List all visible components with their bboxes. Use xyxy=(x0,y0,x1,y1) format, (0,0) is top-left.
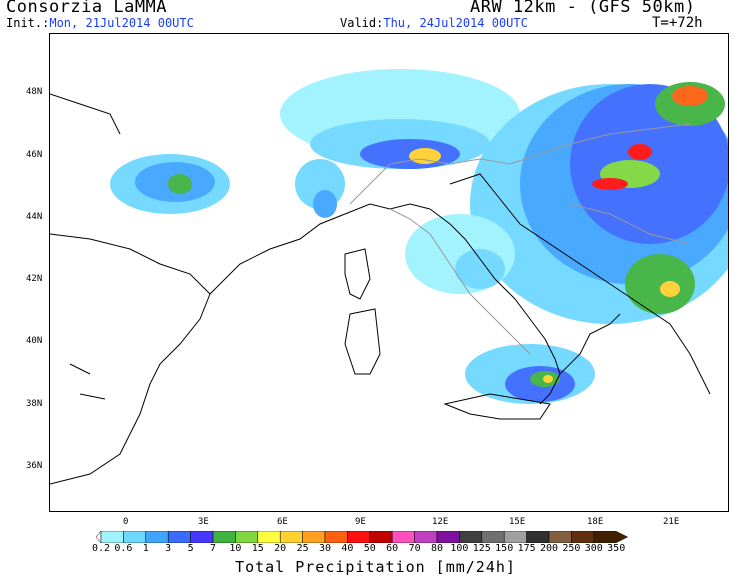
colorbar-tick-label: 125 xyxy=(472,543,491,554)
colorbar-tick-label: 300 xyxy=(584,543,603,554)
colorbar-cell xyxy=(481,531,505,543)
colorbar-tick-label: 250 xyxy=(562,543,581,554)
colorbar-cell xyxy=(190,531,214,543)
model-source-title: Consorzia LaMMA xyxy=(6,0,168,17)
colorbar-cell xyxy=(302,531,326,543)
colorbar-cell xyxy=(123,531,147,543)
country-borders xyxy=(349,123,691,355)
lat-label: 46N xyxy=(26,150,43,160)
lon-label: 9E xyxy=(355,517,366,527)
precipitation-field xyxy=(110,69,728,404)
lat-label: 36N xyxy=(26,461,43,471)
valid-label: Valid: xyxy=(340,16,384,30)
colorbar-tick-label: 7 xyxy=(209,543,217,554)
colorbar-tick-label: 150 xyxy=(495,543,514,554)
colorbar-tick-label: 80 xyxy=(430,543,444,554)
colorbar-cell xyxy=(212,531,236,543)
lon-label: 12E xyxy=(432,517,449,527)
colorbar-tick-label: 10 xyxy=(229,543,242,554)
colorbar-cell xyxy=(167,531,191,543)
colorbar-arrow-low xyxy=(96,531,102,543)
lat-label: 42N xyxy=(26,274,43,284)
colorbar-tick-label: 30 xyxy=(318,543,332,554)
colorbar-tick-label: 100 xyxy=(450,543,469,554)
colorbar-tick-label: 175 xyxy=(517,543,536,554)
colorbar-cell xyxy=(548,531,572,543)
colorbar-cell xyxy=(369,531,393,543)
colorbar-tick-label: 3 xyxy=(165,543,172,554)
colorbar-cell xyxy=(414,531,438,543)
precipitation-map xyxy=(49,33,729,512)
lon-label: 6E xyxy=(277,517,288,527)
colorbar-tick-label: 350 xyxy=(607,543,626,554)
precipitation-colorbar xyxy=(96,531,629,543)
colorbar-tick-label: 0.2 xyxy=(91,543,111,554)
colorbar-tick-label: 70 xyxy=(408,543,421,554)
colorbar-cell xyxy=(347,531,371,543)
colorbar-cell xyxy=(257,531,281,543)
init-time: Init.:Mon, 21Jul2014 00UTC xyxy=(6,16,194,30)
colorbar-cell xyxy=(436,531,460,543)
lat-label: 44N xyxy=(26,212,43,222)
lon-label: 18E xyxy=(587,517,604,527)
valid-value: Thu, 24Jul2014 00UTC xyxy=(383,16,528,30)
forecast-step: T=+72h xyxy=(652,15,703,31)
lon-label: 3E xyxy=(198,517,209,527)
lon-label: 21E xyxy=(663,517,680,527)
lon-label: 15E xyxy=(509,517,526,527)
colorbar-cell xyxy=(145,531,169,543)
init-label: Init.: xyxy=(6,16,50,30)
colorbar-arrow-high xyxy=(616,531,629,543)
colorbar-cell xyxy=(503,531,527,543)
coastlines xyxy=(50,93,711,485)
colorbar-tick-label: 5 xyxy=(187,543,194,554)
colorbar-tick-label: 50 xyxy=(363,543,376,554)
colorbar-cell xyxy=(235,531,259,543)
map-canvas xyxy=(50,69,728,485)
lat-label: 48N xyxy=(26,87,43,97)
colorbar-cell xyxy=(279,531,303,543)
colorbar-tick-label: 40 xyxy=(341,543,354,554)
colorbar-cell xyxy=(593,531,617,543)
model-name-title: ARW 12km - (GFS 50km) xyxy=(470,0,696,17)
colorbar-tick-label: 20 xyxy=(274,543,287,554)
colorbar-cell xyxy=(459,531,483,543)
valid-time: Valid:Thu, 24Jul2014 00UTC xyxy=(340,16,528,30)
colorbar-cell xyxy=(571,531,595,543)
colorbar-title: Total Precipitation [mm/24h] xyxy=(235,558,516,576)
colorbar-tick-label: 0.6 xyxy=(114,543,133,554)
colorbar-tick-label: 60 xyxy=(386,543,399,554)
init-value: Mon, 21Jul2014 00UTC xyxy=(49,16,194,30)
colorbar-tick-label: 25 xyxy=(296,543,309,554)
colorbar-cell xyxy=(526,531,550,543)
lat-label: 40N xyxy=(26,336,43,346)
colorbar-tick-label: 15 xyxy=(251,543,264,554)
colorbar-tick-label: 200 xyxy=(539,543,559,554)
colorbar-cell xyxy=(324,531,348,543)
colorbar-cell xyxy=(100,531,124,543)
lon-label: 0 xyxy=(123,517,129,527)
colorbar-tick-label: 1 xyxy=(142,543,149,554)
lat-label: 38N xyxy=(26,399,43,409)
colorbar-cell xyxy=(391,531,415,543)
